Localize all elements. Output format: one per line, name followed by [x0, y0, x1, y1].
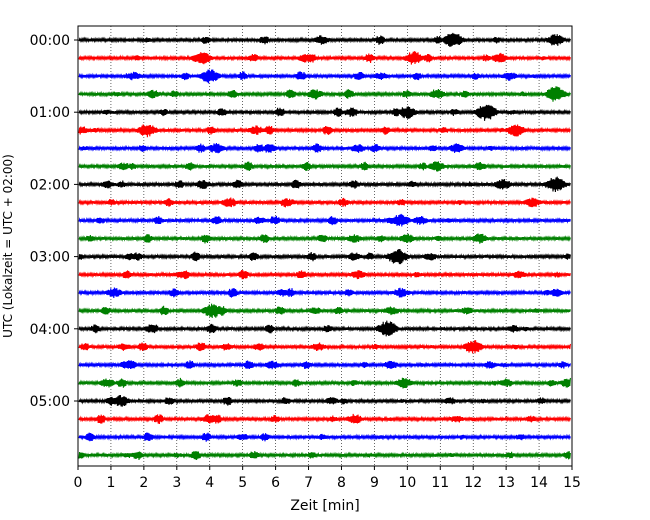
x-tick-label: 8	[337, 475, 346, 491]
trace-05:30	[78, 432, 571, 442]
plot-frame	[77, 25, 573, 467]
trace-04:15	[78, 340, 571, 354]
trace-00:15	[78, 51, 571, 65]
x-axis-label: Zeit [min]	[290, 498, 359, 514]
trace-03:30	[78, 287, 571, 299]
trace-04:45	[78, 377, 571, 389]
trace-03:00	[78, 248, 571, 265]
x-tick-label: 7	[304, 475, 313, 491]
x-tick-label: 5	[238, 475, 247, 491]
x-tick-label: 6	[271, 475, 280, 491]
trace-01:30	[78, 142, 571, 154]
trace-05:45	[78, 451, 571, 460]
trace-02:00	[78, 176, 571, 193]
y-axis-label: UTC (Lokalzeit = UTC + 02:00)	[1, 154, 15, 338]
x-tick-label: 0	[74, 475, 83, 491]
x-tick-label: 2	[139, 475, 148, 491]
trace-01:45	[78, 161, 571, 172]
y-tick-label: 03:00	[30, 250, 70, 266]
x-tick-label: 14	[530, 475, 548, 491]
trace-03:15	[78, 270, 571, 280]
trace-00:00	[78, 32, 571, 47]
trace-04:00	[78, 320, 571, 337]
trace-05:00	[78, 394, 571, 407]
x-tick-label: 4	[205, 475, 214, 491]
trace-00:45	[78, 86, 571, 102]
x-axis-ticks: 0 1 2 3 4 5 6 7 8 9 10 11 12 13 14 15	[74, 466, 581, 491]
trace-02:15	[78, 197, 571, 208]
x-tick-label: 1	[106, 475, 115, 491]
trace-04:30	[78, 360, 571, 370]
trace-02:45	[78, 233, 571, 244]
y-tick-label: 01:00	[30, 105, 70, 121]
x-tick-label: 9	[370, 475, 379, 491]
x-tick-label: 10	[398, 475, 416, 491]
grid-lines	[110, 26, 540, 466]
y-tick-label: 02:00	[30, 177, 70, 193]
trace-02:30	[78, 213, 571, 227]
x-tick-label: 12	[464, 475, 482, 491]
x-tick-label: 15	[563, 475, 581, 491]
x-tick-label: 13	[497, 475, 515, 491]
trace-03:45	[78, 303, 571, 319]
y-axis-ticks: 00:00 01:00 02:00 03:00 04:00 05:00	[30, 33, 78, 410]
trace-01:00	[78, 104, 571, 121]
trace-05:15	[78, 413, 571, 425]
x-tick-label: 3	[172, 475, 181, 491]
y-tick-label: 05:00	[30, 394, 70, 410]
trace-01:15	[78, 124, 571, 138]
y-tick-label: 04:00	[30, 322, 70, 338]
y-tick-label: 00:00	[30, 33, 70, 49]
x-tick-label: 11	[431, 475, 449, 491]
seismic-traces	[78, 32, 571, 460]
trace-00:30	[78, 69, 571, 84]
